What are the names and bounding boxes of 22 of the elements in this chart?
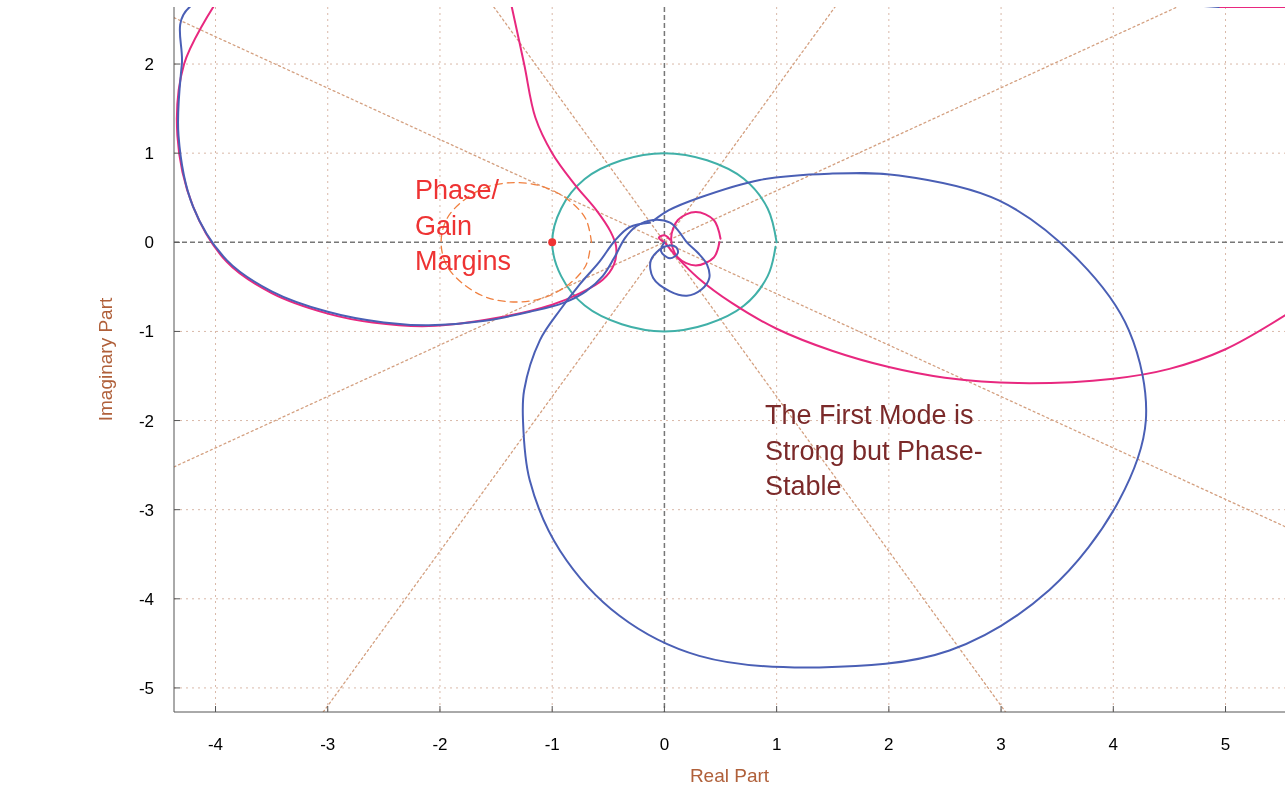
x-tick-label: 5 (1220, 735, 1231, 754)
x-tick-label: 0 (659, 735, 670, 754)
annotation: The First Mode is Strong but Phase-Stable (765, 400, 983, 501)
x-axis-title: Real Part (689, 765, 770, 786)
y-tick-label: -3 (138, 500, 154, 520)
y-tick-label: -1 (138, 322, 154, 342)
y-tick-label: 1 (144, 144, 154, 164)
x-tick-label: -1 (544, 735, 560, 754)
x-tick-label: -4 (207, 735, 224, 754)
y-tick-label: -2 (138, 411, 154, 431)
x-tick-label: 2 (884, 735, 894, 754)
x-tick-label: -2 (432, 735, 448, 754)
x-tick-label: -3 (320, 735, 336, 754)
x-tick-label: 4 (1108, 735, 1119, 754)
y-tick-label: -5 (138, 678, 154, 698)
y-tick-label: -4 (138, 589, 154, 609)
y-tick-label: 2 (144, 54, 154, 74)
x-tick-label: 1 (771, 735, 782, 754)
x-tick-label: 3 (996, 735, 1006, 754)
annotation: Phase/ Gain Margins (415, 175, 512, 276)
y-tick-label: 0 (144, 233, 154, 253)
y-axis-title: Imaginary Part (95, 297, 116, 422)
